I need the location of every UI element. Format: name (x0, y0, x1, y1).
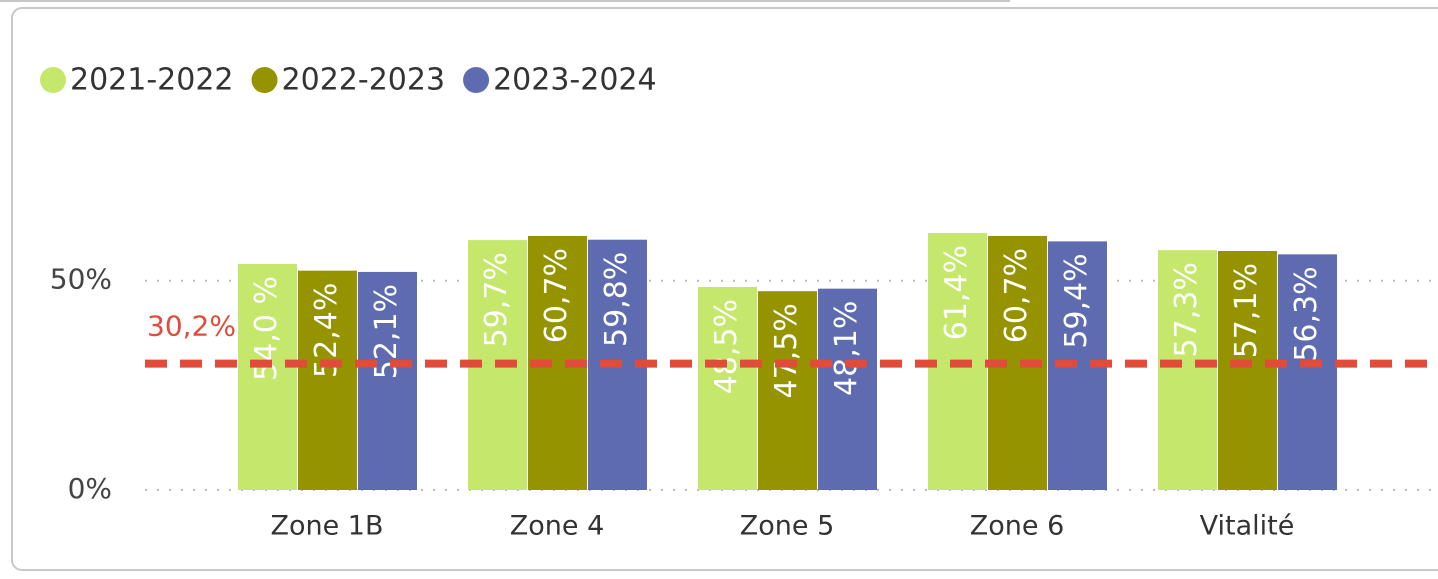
value-label: 48,5% (709, 299, 744, 394)
x-tick-label: Vitalité (1200, 511, 1295, 542)
legend-swatch (251, 67, 278, 93)
value-label: 59,8% (599, 252, 634, 347)
bar (1278, 254, 1337, 490)
legend-label: 2021-2022 (70, 63, 234, 98)
bar (818, 288, 877, 490)
bar (298, 270, 357, 490)
value-label: 56,3% (1289, 266, 1324, 361)
x-tick-label: Zone 5 (740, 511, 835, 542)
value-label: 57,1% (1229, 263, 1264, 358)
y-tick-label: 50% (50, 263, 112, 296)
legend-swatch (40, 67, 66, 93)
value-label: 59,7% (479, 252, 514, 347)
legend-swatch (463, 67, 490, 93)
value-label: 57,3% (1169, 262, 1204, 357)
y-tick-label: 0% (68, 472, 112, 505)
x-tick-label: Zone 1B (270, 511, 383, 542)
bar (1218, 250, 1277, 490)
legend-label: 2023-2024 (493, 63, 657, 98)
value-label: 48,1% (829, 301, 864, 396)
value-label: 60,7% (999, 248, 1034, 343)
x-tick-label: Zone 4 (510, 511, 605, 542)
value-label: 61,4% (939, 245, 974, 340)
bar (1158, 250, 1217, 490)
bar (758, 291, 817, 490)
bar (358, 271, 417, 490)
bar (238, 263, 297, 490)
reference-label: 30,2% (147, 310, 236, 343)
bar (698, 286, 757, 490)
value-label: 60,7% (539, 248, 574, 343)
legend-label: 2022-2023 (282, 63, 446, 98)
value-label: 59,4% (1059, 253, 1094, 348)
value-label: 47,5% (769, 303, 804, 398)
x-tick-label: Zone 6 (970, 511, 1065, 542)
